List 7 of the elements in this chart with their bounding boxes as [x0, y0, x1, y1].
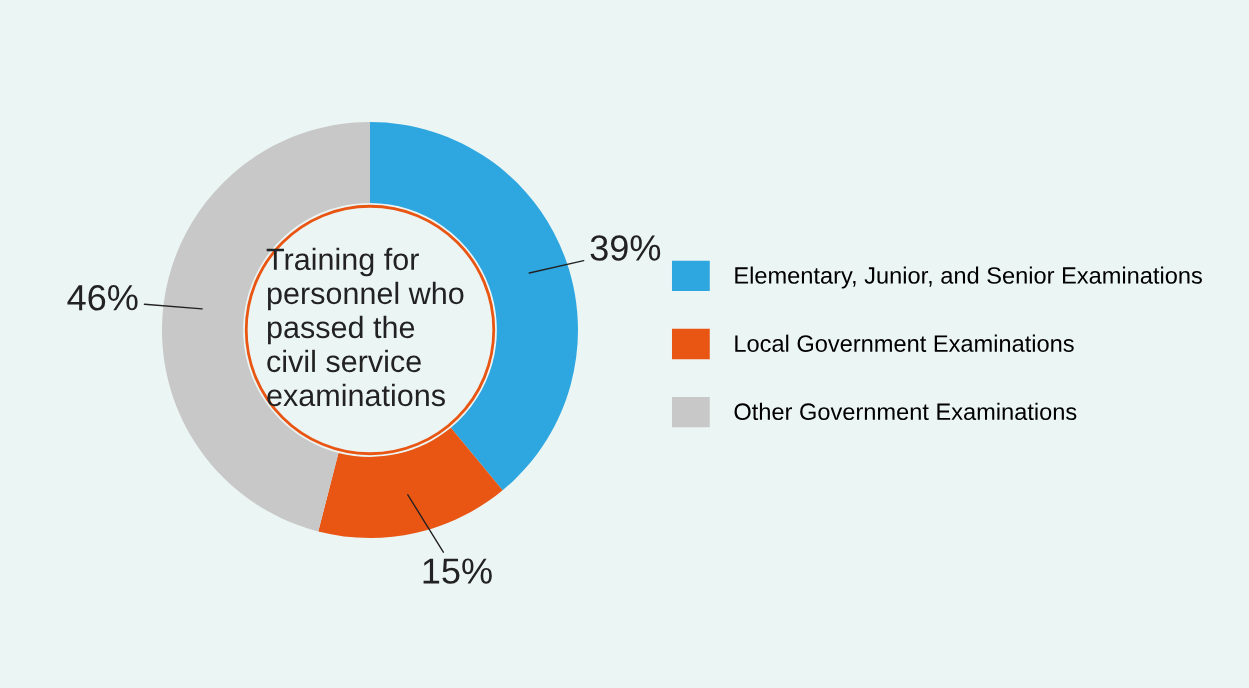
- legend-label: Elementary, Junior, and Senior Examinations: [735, 266, 1202, 289]
- data-label: 15%: [423, 558, 492, 584]
- legend-label: Local Government Examinations: [735, 334, 1074, 352]
- data-label: 39%: [590, 235, 661, 261]
- legend-label: Other Government Examinations: [734, 402, 1077, 421]
- data-label: 46%: [67, 284, 138, 311]
- text: Training for personnel who passed the civil service examinations: [266, 247, 464, 407]
